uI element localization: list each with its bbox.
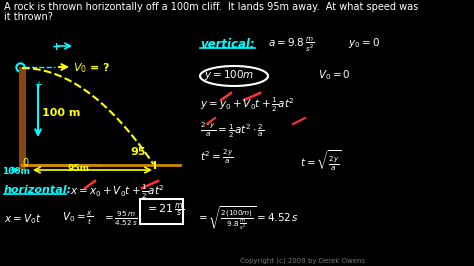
Text: $y_0 = 0$: $y_0 = 0$ xyxy=(348,36,380,50)
Text: vertical:: vertical: xyxy=(200,38,255,51)
Text: $V_0$ = ?: $V_0$ = ? xyxy=(73,61,111,75)
Text: 95: 95 xyxy=(130,147,146,157)
Text: $= 21\,\frac{m}{s}$: $= 21\,\frac{m}{s}$ xyxy=(145,202,184,219)
Text: $V_0 = 0$: $V_0 = 0$ xyxy=(318,68,351,82)
Text: 95m: 95m xyxy=(68,164,90,173)
Text: horizontal:: horizontal: xyxy=(4,185,72,195)
Text: $a = 9.8\,\frac{m}{s^2}$: $a = 9.8\,\frac{m}{s^2}$ xyxy=(268,36,315,54)
Text: $= \sqrt{\frac{2(100m)}{9.8\,\frac{m}{s^2}}} = 4.52\,s$: $= \sqrt{\frac{2(100m)}{9.8\,\frac{m}{s^… xyxy=(196,205,299,233)
Text: $\frac{2 \cdot y}{a} = \frac{1}{2}at^2 \cdot \frac{2}{a}$: $\frac{2 \cdot y}{a} = \frac{1}{2}at^2 \… xyxy=(200,120,264,140)
Text: Copyright (c) 2009 by Derek Owens: Copyright (c) 2009 by Derek Owens xyxy=(240,258,365,264)
Text: $x = x_0 + V_0 t + \frac{1}{2}at^2$: $x = x_0 + V_0 t + \frac{1}{2}at^2$ xyxy=(70,183,165,201)
FancyBboxPatch shape xyxy=(140,198,183,223)
Text: $= \frac{95\,m}{4.52\,s}$: $= \frac{95\,m}{4.52\,s}$ xyxy=(102,210,138,228)
Text: $y = 100m$: $y = 100m$ xyxy=(204,68,255,82)
Text: $t^2 = \frac{2y}{a}$: $t^2 = \frac{2y}{a}$ xyxy=(200,148,234,167)
Text: $y = y_0 + V_0 t + \frac{1}{2}at^2$: $y = y_0 + V_0 t + \frac{1}{2}at^2$ xyxy=(200,96,295,114)
Text: +: + xyxy=(52,42,61,52)
Text: 100m: 100m xyxy=(2,167,30,176)
Text: $V_0 = \frac{x}{t}$: $V_0 = \frac{x}{t}$ xyxy=(62,210,93,227)
Text: $x = V_0 t$: $x = V_0 t$ xyxy=(4,212,42,226)
Text: +: + xyxy=(34,80,42,90)
Text: it thrown?: it thrown? xyxy=(4,12,53,22)
Text: A rock is thrown horizontally off a 100m cliff.  It lands 95m away.  At what spe: A rock is thrown horizontally off a 100m… xyxy=(4,2,418,12)
Text: 100 m: 100 m xyxy=(42,108,81,118)
Text: 0: 0 xyxy=(22,158,28,168)
Text: $t = \sqrt{\frac{2y}{a}}$: $t = \sqrt{\frac{2y}{a}}$ xyxy=(300,148,342,173)
